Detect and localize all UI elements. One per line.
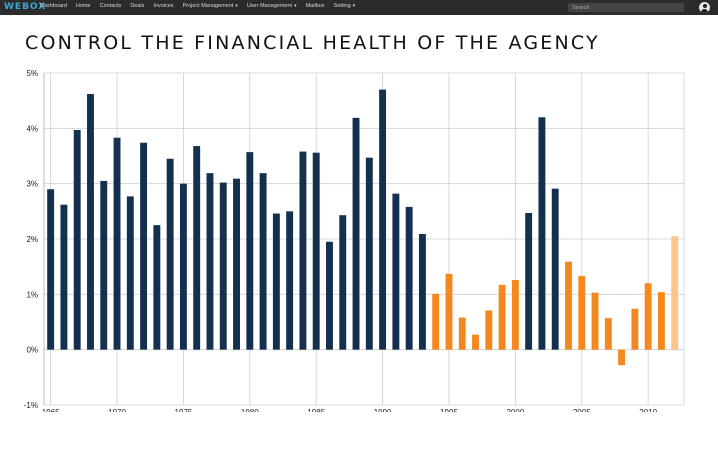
bar-1999: [498, 284, 506, 350]
bar-2012: [671, 236, 679, 350]
nav-item-label: Home: [75, 3, 91, 9]
y-tick-label: 1%: [26, 290, 38, 299]
nav-item-invoices[interactable]: Invoices: [153, 3, 173, 9]
bar-1978: [219, 182, 227, 350]
x-tick-label: 2005: [573, 408, 591, 412]
bar-1997: [472, 334, 479, 350]
chevron-down-icon: ▾: [235, 3, 238, 9]
bar-1993: [418, 234, 426, 350]
bar-1988: [352, 117, 360, 350]
nav-item-user-management[interactable]: User Management ▾: [247, 3, 297, 9]
nav-item-setting[interactable]: Setting ▾: [334, 3, 356, 9]
nav-item-label: User Management: [246, 3, 293, 9]
avatar-head: [702, 4, 707, 8]
bar-1985: [312, 152, 320, 350]
bar-1998: [485, 310, 493, 350]
bar-1984: [299, 151, 307, 350]
search-input[interactable]: [568, 3, 684, 12]
x-tick-label: 1970: [108, 408, 126, 412]
avatar-body: [701, 8, 708, 13]
bar-1986: [326, 241, 333, 350]
y-tick-label: 5%: [26, 69, 38, 78]
x-tick-label: 1965: [42, 408, 60, 412]
bar-1977: [206, 173, 214, 350]
chevron-down-icon: ▾: [352, 3, 356, 9]
bar-1983: [286, 211, 294, 350]
x-tick-label: 1985: [307, 408, 325, 412]
x-tick-label: 1995: [440, 408, 458, 412]
x-tick-label: 1975: [175, 408, 193, 412]
bar-1969: [100, 180, 108, 350]
y-tick-label: -1%: [24, 401, 38, 410]
y-tick-label: 0%: [26, 346, 38, 355]
y-tick-label: 3%: [26, 180, 38, 189]
x-tick-label: 1990: [374, 408, 392, 412]
bar-2007: [604, 318, 612, 350]
bar-2003: [551, 188, 559, 350]
bar-1990: [379, 89, 387, 350]
main-nav: Dashboard Home Contacts Deals Invoices Projec…: [40, 3, 364, 9]
x-tick-label: 2000: [506, 408, 524, 412]
bar-2011: [657, 292, 665, 350]
bar-1971: [126, 196, 134, 350]
nav-item-label: Dashboard: [40, 3, 67, 9]
chevron-down-icon: ▾: [294, 3, 297, 9]
nav-item-home[interactable]: Home: [76, 3, 91, 9]
nav-item-contacts[interactable]: Contacts: [100, 3, 122, 9]
bar-1972: [140, 142, 148, 350]
bar-1976: [193, 146, 201, 350]
x-tick-label: 2010: [639, 408, 657, 412]
nav-item-label: Deals: [130, 3, 145, 9]
bar-1996: [458, 317, 466, 350]
bar-2002: [538, 117, 546, 350]
bar-1982: [272, 213, 280, 350]
bar-2008: [618, 349, 626, 366]
bar-2010: [644, 283, 652, 350]
bar-1989: [365, 157, 373, 350]
y-tick-label: 4%: [26, 124, 38, 133]
bar-1981: [259, 173, 267, 350]
bar-2006: [591, 292, 599, 350]
bar-2000: [511, 279, 519, 350]
nav-item-mailbox[interactable]: Mailbox: [306, 3, 325, 9]
bar-1970: [113, 137, 121, 350]
bar-1992: [405, 206, 413, 350]
top-navigation-bar: WEBOX Dashboard Home Contacts Deals Invoices…: [0, 0, 718, 15]
x-tick-label: 1980: [241, 408, 259, 412]
bar-2001: [525, 212, 533, 350]
nav-item-label: Project Management: [182, 3, 234, 9]
bar-2005: [578, 276, 586, 350]
nav-item-label: Contacts: [99, 3, 122, 9]
inflation-bar-chart: -1% 0% 1% 2% 3% 4% 5% 1965 1970 1975 1980 1985 1990 1…: [24, 69, 685, 412]
bar-2009: [631, 308, 639, 350]
bar-1995: [445, 273, 453, 350]
bar-1991: [392, 193, 400, 350]
bar-1967: [73, 129, 81, 350]
bar-1973: [153, 225, 161, 350]
app-logo[interactable]: WEBOX: [4, 2, 47, 12]
bar-1966: [60, 204, 68, 350]
bar-1979: [233, 178, 240, 350]
bar-1987: [339, 215, 347, 350]
page-title: CONTROL THE FINANCIAL HEALTH OF THE AGEN…: [25, 32, 600, 54]
bar-1968: [87, 94, 94, 350]
nav-item-label: Invoices: [153, 3, 174, 9]
nav-item-deals[interactable]: Deals: [130, 3, 144, 9]
y-tick-label: 2%: [26, 235, 38, 244]
bar-1994: [432, 293, 440, 350]
nav-item-label: Mailbox: [305, 3, 325, 9]
bar-1965: [47, 189, 55, 350]
nav-item-dashboard[interactable]: Dashboard: [40, 3, 67, 9]
bar-2004: [565, 261, 572, 350]
bar-1975: [179, 183, 187, 350]
nav-item-project-management[interactable]: Project Management ▾: [183, 3, 238, 9]
bar-1980: [246, 152, 254, 350]
bar-1974: [166, 158, 174, 350]
user-icon[interactable]: [699, 2, 710, 13]
nav-item-label: Setting: [333, 3, 351, 9]
